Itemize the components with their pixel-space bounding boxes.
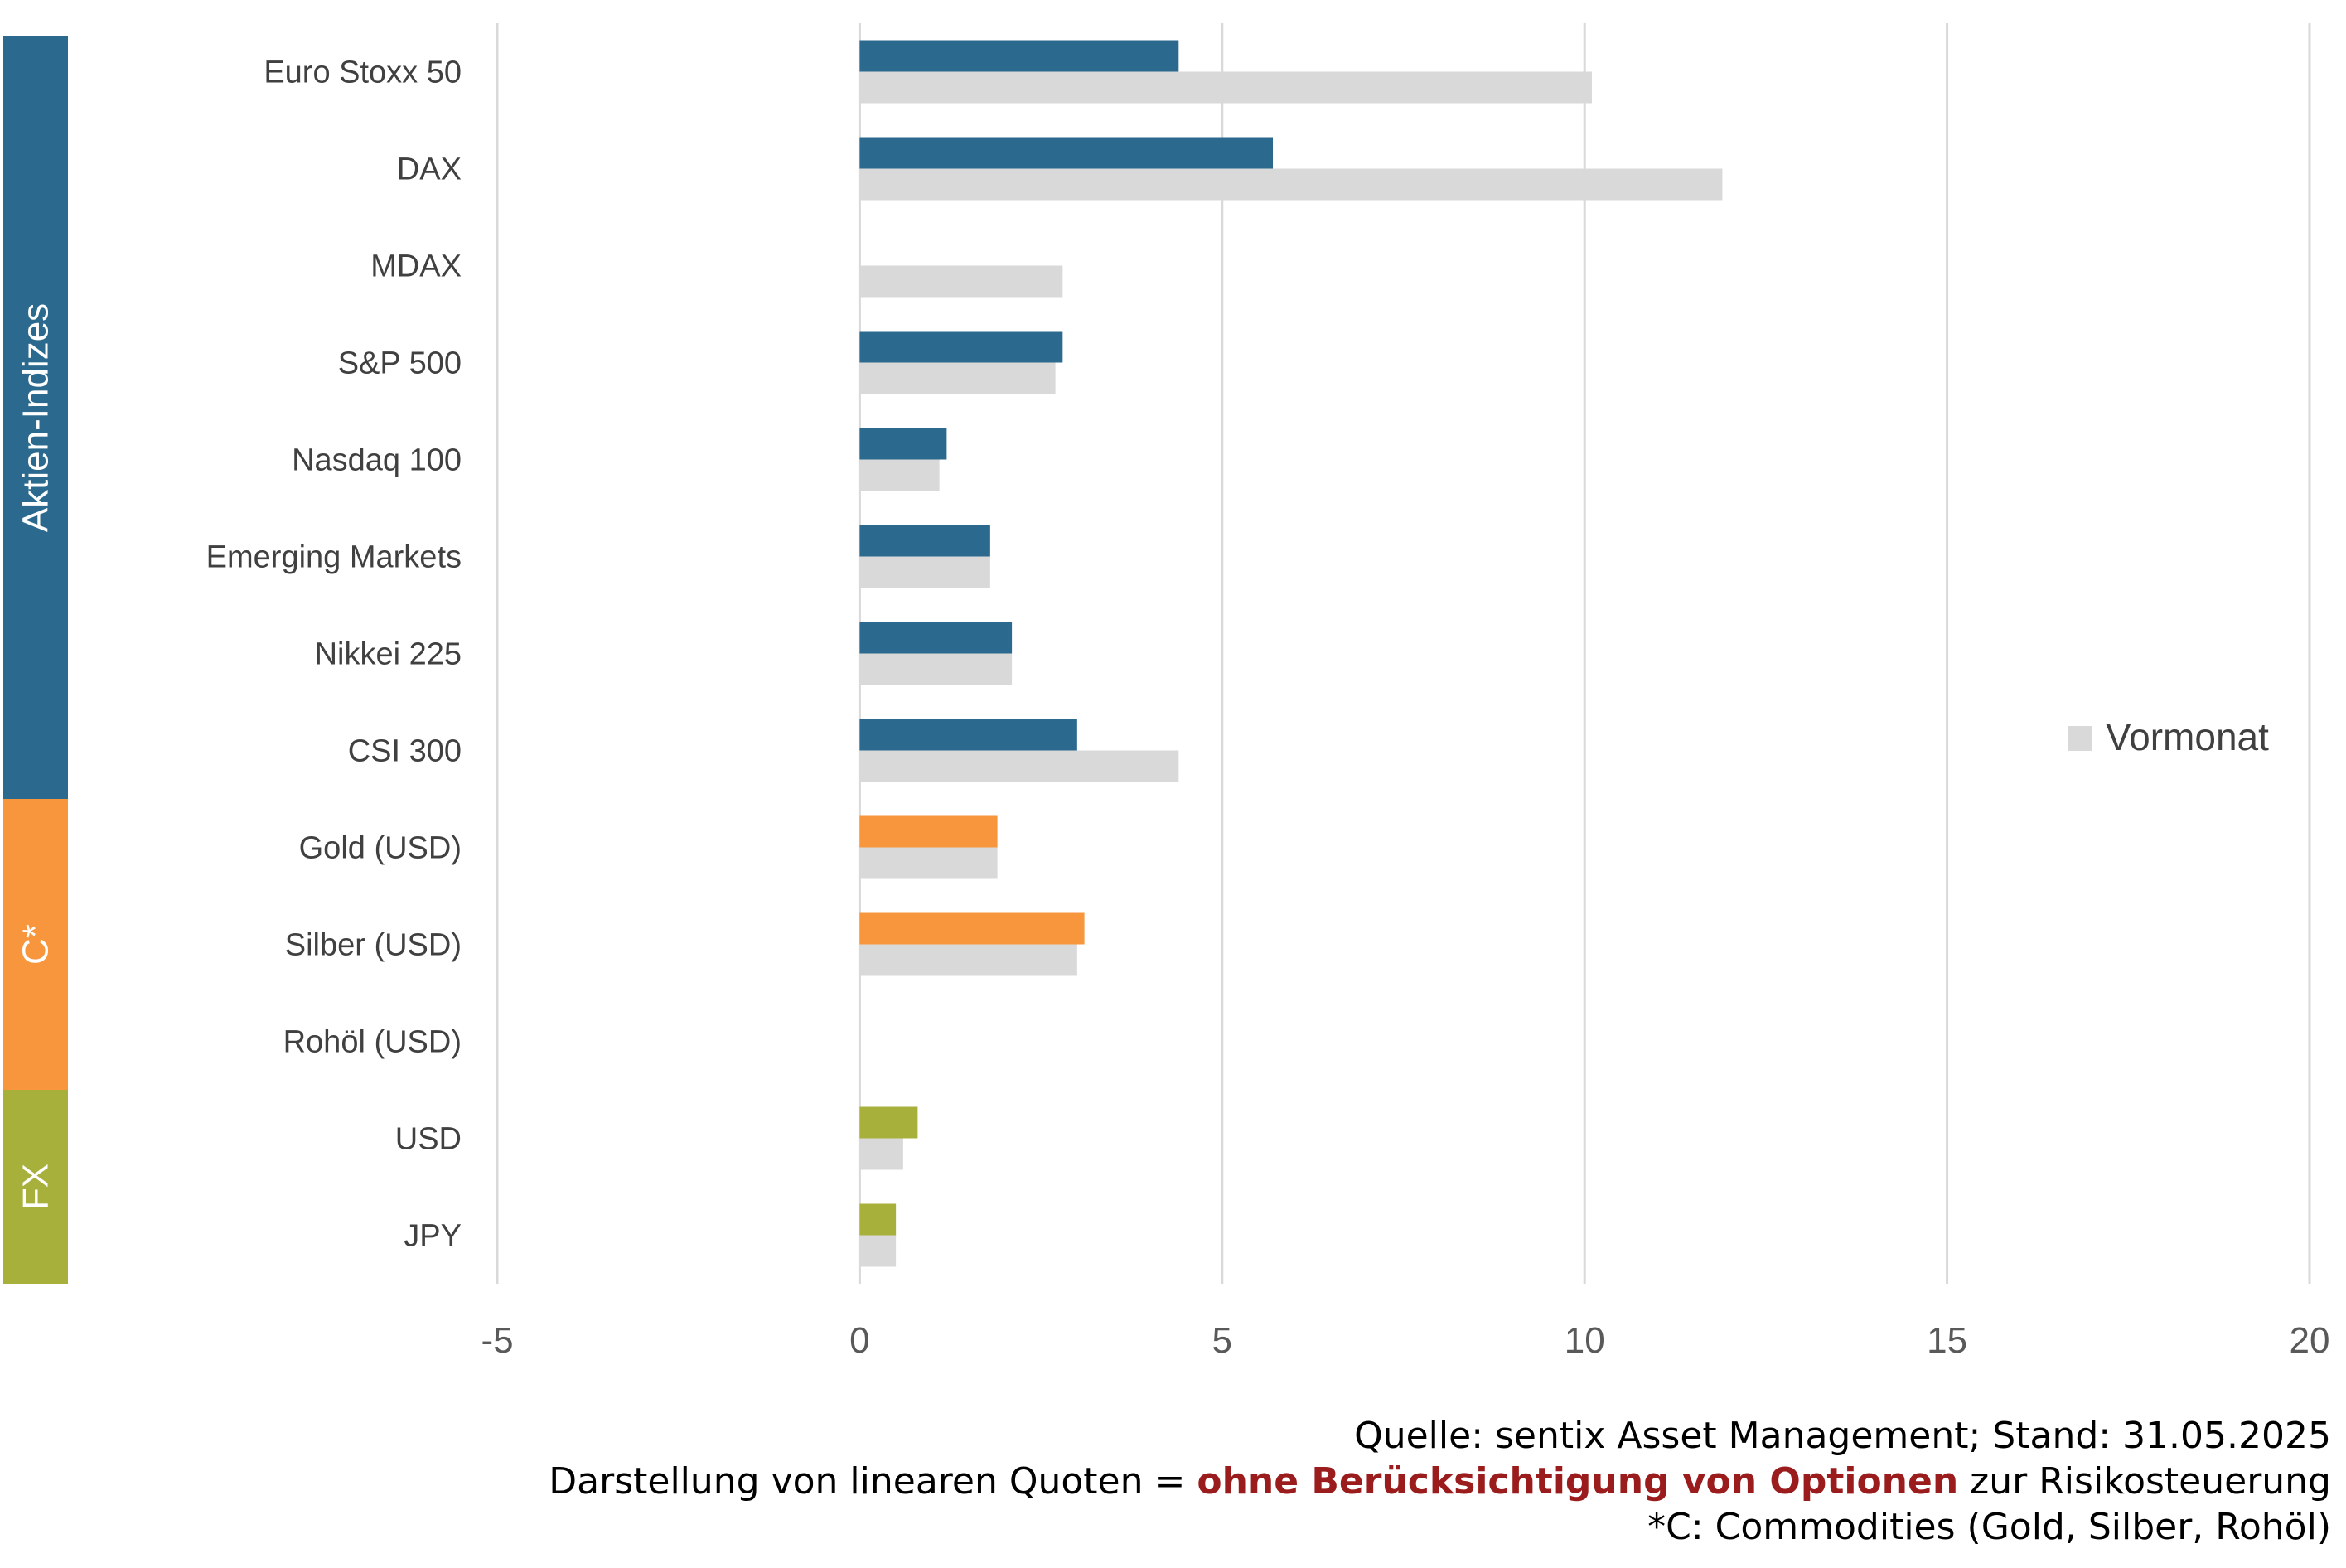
category-label: JPY xyxy=(404,1219,462,1254)
category-label: S&P 500 xyxy=(338,346,462,381)
category-label: Gold (USD) xyxy=(299,831,462,866)
bar-previous-month xyxy=(859,459,940,491)
bar-previous-month xyxy=(859,1235,897,1267)
group-label: Aktien-Indizes xyxy=(16,303,56,532)
method-note-prefix: Darstellung von linearen Quoten = xyxy=(549,1460,1197,1503)
group-label: C* xyxy=(16,924,56,965)
bar-current xyxy=(859,137,1274,169)
chart: -5 0 5 10 15 20 Euro Stoxx 50 DAX MDAX S&P 500 Nas… xyxy=(3,23,2330,1361)
bar-current xyxy=(859,815,998,848)
method-note: Darstellung von linearen Quoten = ohne B… xyxy=(549,1460,2331,1503)
bar-previous-month xyxy=(859,362,1056,394)
category-label: Nasdaq 100 xyxy=(292,443,462,478)
bar-previous-month xyxy=(859,71,1592,104)
bar-current xyxy=(859,331,1063,363)
category-label: DAX xyxy=(397,152,462,187)
bar-previous-month xyxy=(859,168,1723,201)
bar-current xyxy=(859,40,1179,72)
category-label: Silber (USD) xyxy=(285,928,462,963)
group-band xyxy=(3,1090,68,1284)
group-band xyxy=(3,799,68,1090)
category-label: Emerging Markets xyxy=(206,540,462,575)
bar-previous-month xyxy=(859,265,1063,298)
category-label: Euro Stoxx 50 xyxy=(264,56,462,90)
bar-previous-month xyxy=(859,653,1013,685)
method-note-suffix: zur Risikosteuerung xyxy=(1958,1460,2331,1503)
x-tick-label: 15 xyxy=(1927,1320,1967,1361)
category-label: MDAX xyxy=(370,249,462,284)
commodities-footnote: *C: Commodities (Gold, Silber, Rohöl) xyxy=(1647,1506,2331,1548)
x-tick-label: 20 xyxy=(2290,1320,2330,1361)
group-band xyxy=(3,36,68,799)
bar-current xyxy=(859,622,1013,654)
legend-label: Vormonat xyxy=(2106,715,2269,758)
bar-previous-month xyxy=(859,1138,903,1170)
x-tick-label: 5 xyxy=(1212,1320,1232,1361)
bar-current xyxy=(859,912,1085,945)
x-tick-label: -5 xyxy=(481,1320,513,1361)
bar-current xyxy=(859,1106,918,1139)
x-tick-label: 10 xyxy=(1565,1320,1605,1361)
category-label: Nikkei 225 xyxy=(315,637,462,672)
bar-previous-month xyxy=(859,556,990,588)
bar-previous-month xyxy=(859,944,1077,976)
legend-swatch xyxy=(2068,726,2092,751)
bar-previous-month xyxy=(859,750,1179,782)
bar-previous-month xyxy=(859,847,998,879)
bar-current xyxy=(859,719,1077,751)
category-label: CSI 300 xyxy=(348,734,462,769)
category-label: USD xyxy=(395,1122,462,1157)
category-label: Rohöl (USD) xyxy=(283,1025,462,1060)
method-note-highlight: ohne Berücksichtigung von Optionen xyxy=(1197,1460,1959,1503)
bar-current xyxy=(859,525,990,557)
x-tick-label: 0 xyxy=(849,1320,869,1361)
source-note: Quelle: sentix Asset Management; Stand: … xyxy=(1354,1415,2331,1457)
group-label: FX xyxy=(16,1164,56,1210)
bar-current xyxy=(859,428,947,460)
bar-current xyxy=(859,1203,897,1236)
